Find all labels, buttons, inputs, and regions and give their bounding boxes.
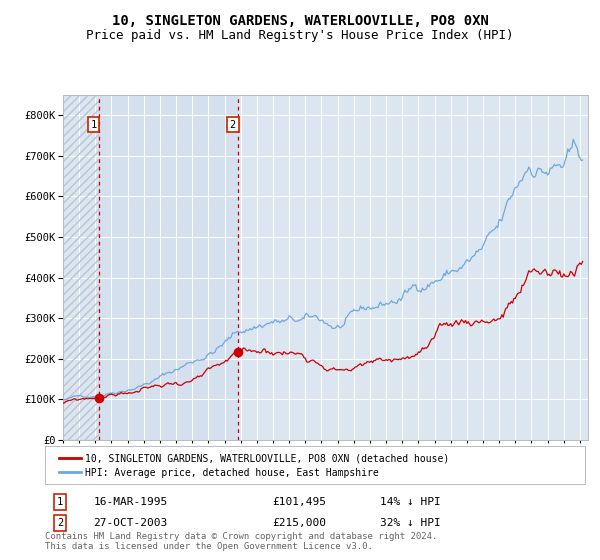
- Text: 10, SINGLETON GARDENS, WATERLOOVILLE, PO8 0XN: 10, SINGLETON GARDENS, WATERLOOVILLE, PO…: [112, 14, 488, 28]
- Text: Price paid vs. HM Land Registry's House Price Index (HPI): Price paid vs. HM Land Registry's House …: [86, 29, 514, 42]
- Text: 1: 1: [57, 497, 63, 507]
- Text: Contains HM Land Registry data © Crown copyright and database right 2024.
This d: Contains HM Land Registry data © Crown c…: [45, 532, 437, 551]
- Bar: [98, 95, 238, 440]
- Text: £215,000: £215,000: [272, 518, 326, 528]
- Text: 2: 2: [57, 518, 63, 528]
- Text: 32% ↓ HPI: 32% ↓ HPI: [380, 518, 440, 528]
- Text: 14% ↓ HPI: 14% ↓ HPI: [380, 497, 440, 507]
- Bar: [63, 95, 98, 440]
- Text: 2: 2: [230, 119, 236, 129]
- Text: 27-OCT-2003: 27-OCT-2003: [94, 518, 168, 528]
- Text: £101,495: £101,495: [272, 497, 326, 507]
- Bar: [63, 95, 98, 440]
- Legend: 10, SINGLETON GARDENS, WATERLOOVILLE, PO8 0XN (detached house), HPI: Average pri: 10, SINGLETON GARDENS, WATERLOOVILLE, PO…: [55, 449, 454, 482]
- Text: 1: 1: [91, 119, 97, 129]
- Text: 16-MAR-1995: 16-MAR-1995: [94, 497, 168, 507]
